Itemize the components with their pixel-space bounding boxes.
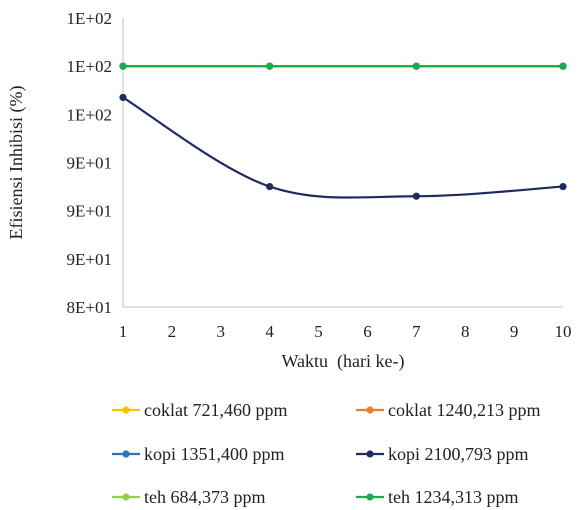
- data-point: [266, 62, 274, 70]
- x-tick-label: 2: [168, 322, 177, 341]
- legend-swatch-marker: [366, 406, 374, 414]
- series-layer: [119, 62, 567, 200]
- x-tick-label: 3: [217, 322, 226, 341]
- y-tick-label: 9E+01: [67, 250, 112, 269]
- x-tick-label: 10: [555, 322, 572, 341]
- y-tick-label: 9E+01: [67, 202, 112, 221]
- legend-swatch-marker: [122, 450, 130, 458]
- data-point: [412, 62, 420, 70]
- x-axis-ticks: 1 2 3 4 5 6 7 8 9 10: [119, 322, 572, 341]
- y-tick-label: 1E+02: [67, 9, 112, 28]
- legend-item: teh 1234,313 ppm: [356, 487, 519, 507]
- y-axis-title: Efisiensi Inhibisi (%): [6, 86, 27, 240]
- x-tick-label: 6: [363, 322, 372, 341]
- legend-label: coklat 721,460 ppm: [144, 400, 287, 420]
- legend-label: teh 684,373 ppm: [144, 487, 266, 507]
- legend-item: teh 684,373 ppm: [112, 487, 266, 507]
- x-tick-label: 8: [461, 322, 470, 341]
- legend-label: teh 1234,313 ppm: [388, 487, 519, 507]
- data-point: [412, 192, 420, 200]
- x-tick-label: 4: [265, 322, 274, 341]
- y-tick-label: 1E+02: [67, 57, 112, 76]
- series-line: [122, 96, 564, 199]
- legend-swatch-marker: [122, 493, 130, 501]
- x-tick-label: 1: [119, 322, 128, 341]
- legend-label: kopi 1351,400 ppm: [144, 444, 285, 464]
- data-point: [559, 182, 567, 191]
- legend-swatch-marker: [366, 493, 374, 501]
- y-tick-label: 1E+02: [67, 105, 112, 124]
- x-tick-label: 5: [314, 322, 323, 341]
- legend-item: coklat 1240,213 ppm: [356, 400, 540, 420]
- legend-label: kopi 2100,793 ppm: [388, 444, 529, 464]
- data-point: [266, 182, 274, 191]
- series-6: [119, 62, 567, 70]
- x-tick-label: 7: [412, 322, 421, 341]
- legend-swatch-marker: [366, 450, 374, 458]
- y-tick-label: 9E+01: [67, 154, 112, 173]
- y-axis-ticks: 8E+01 9E+01 9E+01 9E+01 1E+02 1E+02 1E+02: [67, 9, 112, 317]
- legend-swatch-marker: [122, 406, 130, 414]
- data-point: [559, 62, 567, 70]
- legend-label: coklat 1240,213 ppm: [388, 400, 540, 420]
- data-point: [119, 62, 127, 70]
- y-tick-label: 8E+01: [67, 298, 112, 317]
- series-4: [119, 93, 567, 200]
- legend-item: coklat 721,460 ppm: [112, 400, 287, 420]
- legend-item: kopi 2100,793 ppm: [356, 444, 529, 464]
- x-tick-label: 9: [510, 322, 519, 341]
- legend-item: kopi 1351,400 ppm: [112, 444, 285, 464]
- legend: coklat 721,460 ppm coklat 1240,213 ppm kop…: [112, 400, 540, 507]
- x-axis-title: Waktu (hari ke-): [282, 351, 405, 372]
- data-point: [119, 93, 127, 102]
